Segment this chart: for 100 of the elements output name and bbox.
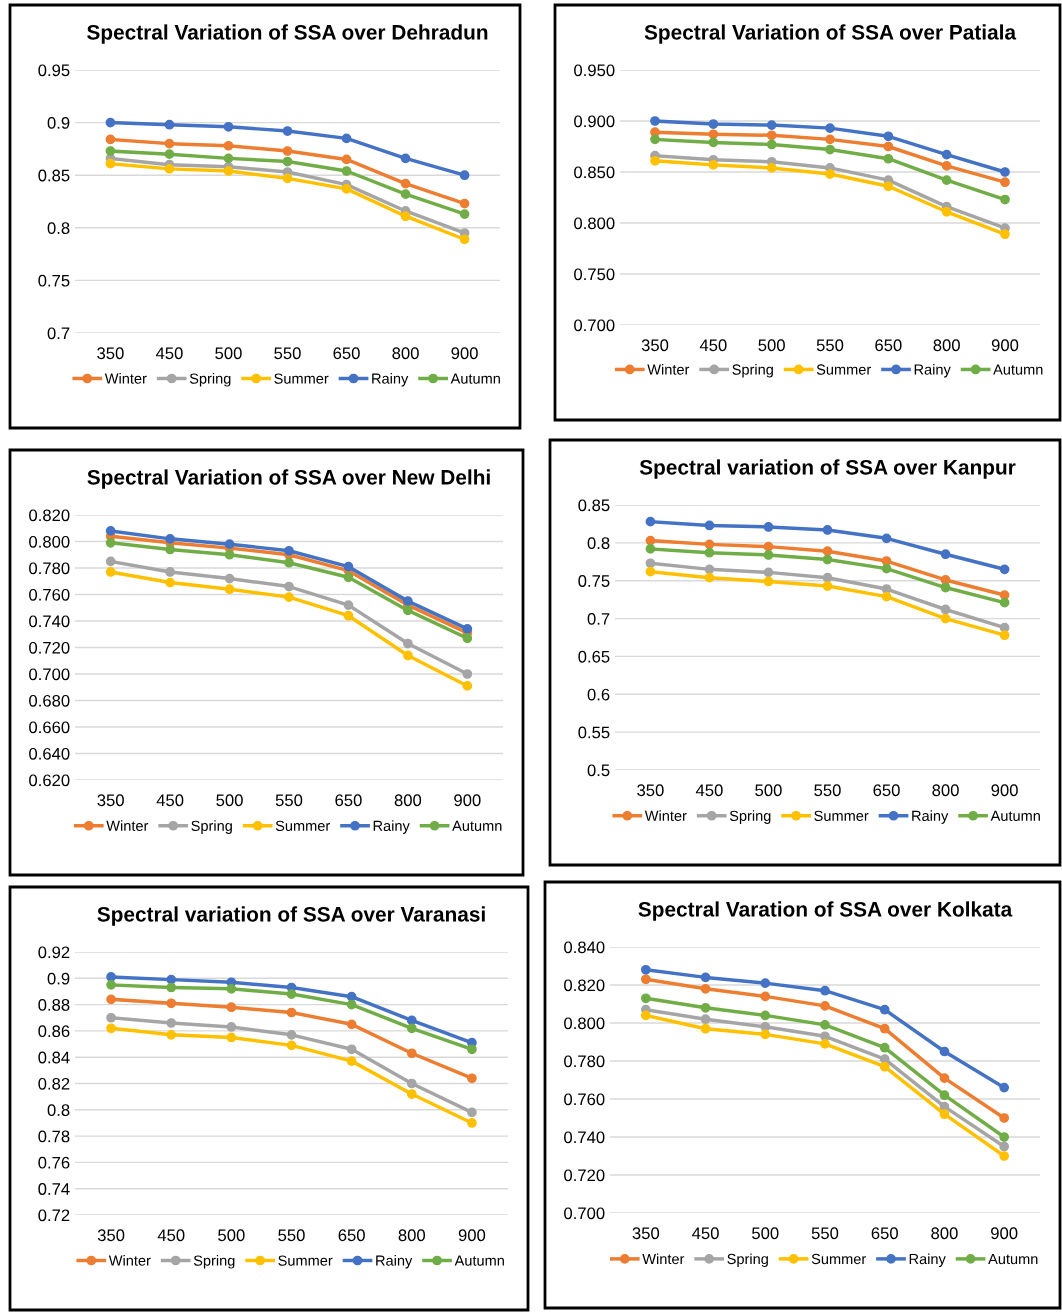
y-tick-label: 0.780 [564, 1055, 605, 1068]
x-tick-label: 800 [931, 1227, 958, 1240]
y-tick-label: 0.700 [564, 1207, 605, 1220]
x-tick-label: 800 [392, 347, 419, 360]
point [700, 1002, 711, 1013]
legend-label: Autumn [988, 1253, 1038, 1265]
point [346, 1044, 357, 1055]
point [708, 119, 719, 129]
point [106, 980, 116, 990]
point [881, 591, 892, 602]
point [704, 547, 715, 558]
legend-label: Summer [274, 373, 329, 384]
point [467, 1073, 477, 1084]
y-tick-label: 0.85 [38, 169, 70, 182]
point [883, 153, 894, 164]
legend-label: Spring [191, 820, 232, 834]
x-tick-label: 500 [215, 347, 242, 360]
point [282, 146, 293, 156]
y-tick-label: 0.740 [29, 615, 70, 628]
point [640, 964, 651, 975]
legend-label: Rainy [376, 1255, 413, 1269]
point [224, 584, 235, 595]
point [459, 170, 470, 181]
y-tick-label: 0.86 [38, 1025, 70, 1038]
x-tick-label: 550 [278, 1229, 305, 1242]
legend-label: Spring [189, 373, 231, 387]
x-tick-label: 550 [816, 339, 844, 352]
x-tick-label: 900 [451, 347, 478, 360]
point [462, 669, 473, 679]
legend-label: Spring [727, 1253, 768, 1268]
y-tick-label: 0.95 [38, 64, 70, 77]
point [343, 600, 354, 610]
y-tick-label: 0.9 [47, 117, 70, 129]
point [999, 630, 1010, 641]
point [166, 974, 177, 985]
point [459, 234, 470, 245]
y-tick-label: 0.850 [574, 166, 615, 179]
y-tick-label: 0.820 [29, 509, 70, 522]
point [883, 131, 894, 142]
point [941, 175, 952, 186]
point [700, 1014, 711, 1025]
point [105, 134, 116, 145]
point [999, 1151, 1010, 1161]
x-tick-label: 650 [335, 794, 362, 807]
y-tick-label: 0.75 [38, 274, 70, 287]
point [820, 1039, 830, 1049]
point [1000, 229, 1010, 240]
point [645, 558, 656, 569]
x-tick-label: 800 [398, 1229, 426, 1242]
point [940, 613, 951, 624]
point [462, 633, 473, 644]
y-tick-label: 0.7 [47, 327, 70, 340]
point [822, 572, 833, 583]
point [763, 522, 774, 532]
x-tick-label: 650 [333, 347, 360, 360]
point [226, 1032, 237, 1043]
point [284, 557, 294, 568]
point [223, 121, 234, 132]
y-tick-label: 0.800 [29, 535, 70, 548]
point [650, 134, 660, 145]
x-tick-label: 350 [97, 794, 124, 807]
x-tick-label: 900 [991, 784, 1018, 797]
x-tick-label: 350 [641, 339, 669, 352]
legend-label: Autumn [993, 364, 1043, 375]
point [825, 134, 835, 145]
y-tick-label: 0.720 [564, 1169, 605, 1182]
x-tick-label: 450 [692, 1227, 719, 1240]
point [166, 998, 177, 1009]
y-tick-label: 0.88 [38, 999, 70, 1011]
y-tick-label: 0.640 [29, 747, 70, 760]
point [400, 153, 411, 164]
point [346, 1019, 357, 1030]
point [224, 539, 235, 550]
point [403, 605, 413, 616]
legend-label: Winter [106, 820, 149, 831]
x-tick-label: 550 [814, 784, 841, 797]
legend-label: Winter [104, 373, 147, 384]
y-tick-label: 0.84 [38, 1051, 70, 1064]
point [650, 116, 660, 126]
legend-label: Winter [644, 810, 687, 821]
point [760, 1029, 771, 1040]
point [105, 556, 116, 567]
legend-label: Spring [193, 1255, 235, 1269]
point [286, 1040, 297, 1051]
y-tick-label: 0.680 [29, 694, 70, 707]
legend-label: Summer [814, 810, 869, 821]
point [879, 1004, 890, 1015]
x-tick-label: 650 [875, 339, 902, 352]
point [1000, 194, 1010, 205]
point [820, 985, 830, 996]
point [341, 133, 352, 144]
point [999, 1113, 1010, 1123]
chart-title: Spectral Varation of SSA over Kolkata [638, 901, 1013, 921]
x-tick-label: 450 [156, 794, 184, 807]
point [459, 198, 470, 209]
y-tick-label: 0.76 [38, 1156, 70, 1169]
x-tick-label: 450 [155, 347, 183, 360]
legend-label: Winter [647, 363, 690, 375]
point [700, 972, 711, 983]
x-tick-label: 350 [97, 1229, 125, 1242]
